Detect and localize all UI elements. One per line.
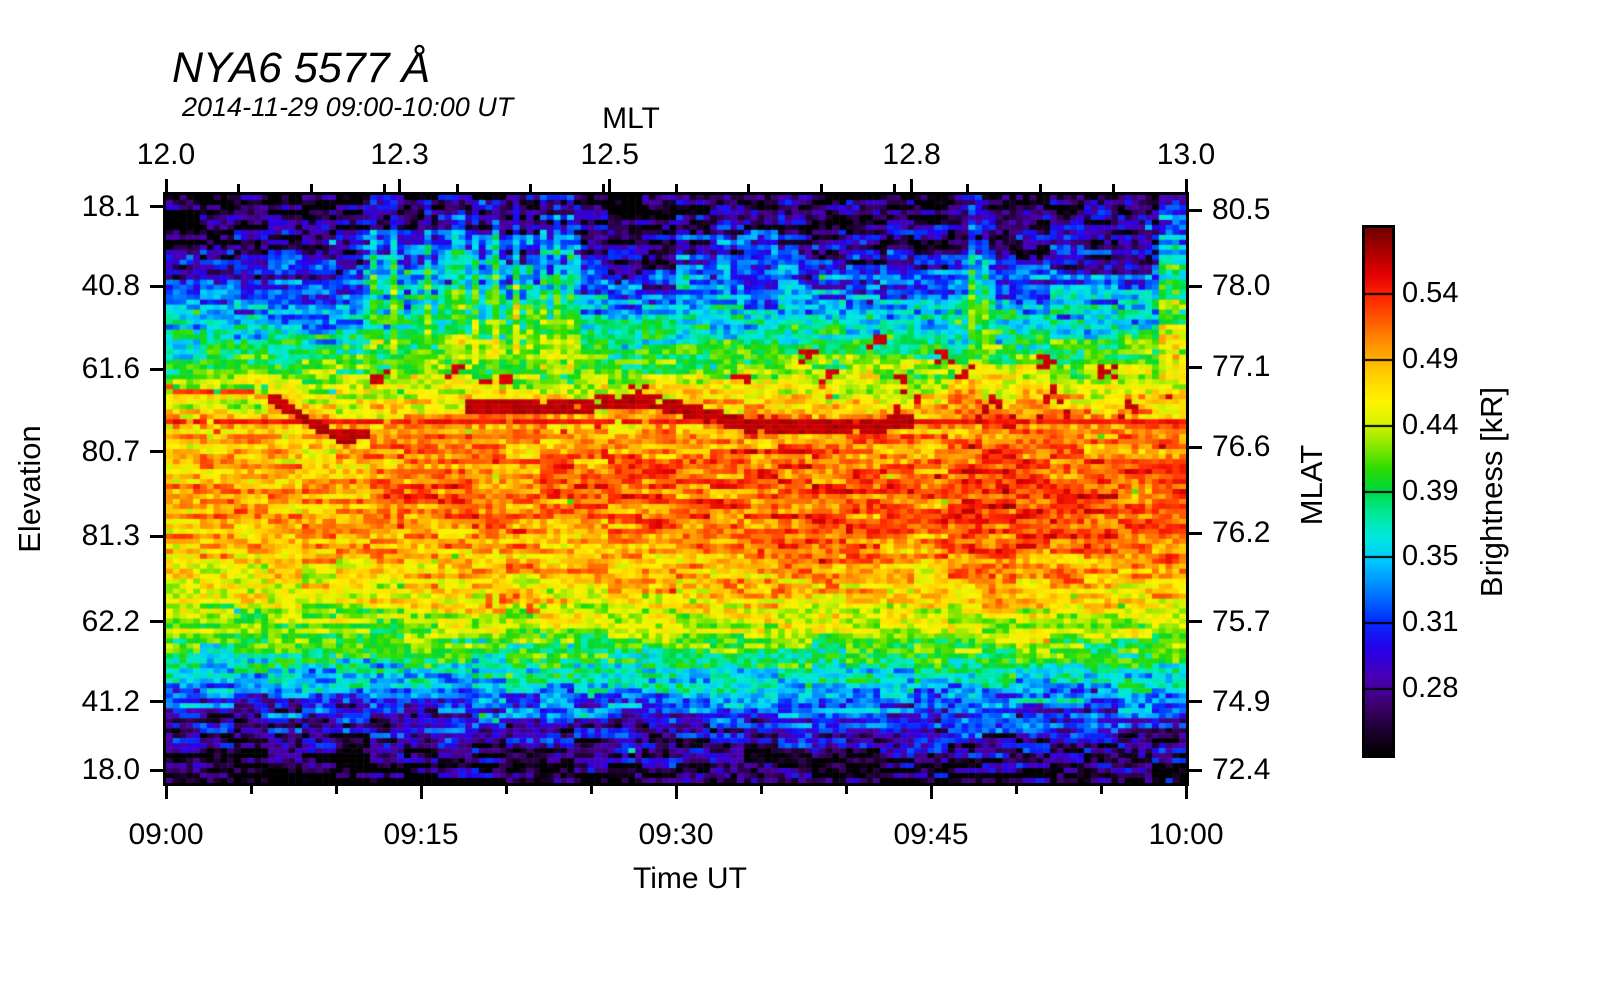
- colorbar-tick-label: 0.44: [1402, 408, 1459, 441]
- right-tick-label: 76.6: [1212, 430, 1271, 464]
- left-tick: [150, 367, 163, 371]
- top-major-tick: [910, 179, 914, 192]
- bottom-tick-label: 09:15: [383, 818, 459, 851]
- right-tick-label: 80.5: [1212, 193, 1271, 227]
- top-minor-tick: [893, 184, 897, 192]
- bottom-major-tick: [1184, 786, 1188, 799]
- right-tick: [1189, 208, 1202, 212]
- colorbar: [1365, 228, 1392, 755]
- bottom-minor-tick: [844, 786, 848, 794]
- top-major-tick: [608, 179, 612, 192]
- bottom-axis-label: Time UT: [633, 862, 747, 895]
- left-tick-label: 62.2: [81, 604, 140, 638]
- colorbar-tick-label: 0.35: [1402, 540, 1459, 573]
- left-tick-label: 81.3: [81, 519, 140, 553]
- left-tick-label: 61.6: [81, 352, 140, 386]
- top-tick-label: 12.5: [580, 138, 639, 171]
- top-minor-tick: [310, 184, 314, 192]
- bottom-tick-label: 09:30: [638, 818, 714, 851]
- right-tick-label: 76.2: [1212, 516, 1271, 550]
- bottom-minor-tick: [1099, 786, 1103, 794]
- top-tick-label: 12.8: [882, 138, 941, 171]
- top-minor-tick: [601, 184, 605, 192]
- left-tick: [150, 450, 163, 454]
- bottom-minor-tick: [249, 786, 253, 794]
- top-major-tick: [1184, 179, 1188, 192]
- top-axis-label: MLT: [602, 102, 660, 135]
- bottom-major-tick: [929, 786, 933, 799]
- right-tick-label: 77.1: [1212, 350, 1271, 384]
- bottom-major-tick: [164, 786, 168, 799]
- top-major-tick: [398, 179, 402, 192]
- top-minor-tick: [1038, 184, 1042, 192]
- keogram-heatmap: [166, 195, 1186, 783]
- left-tick-label: 18.1: [81, 189, 140, 223]
- plot-frame: [163, 192, 1189, 786]
- bottom-minor-tick: [759, 786, 763, 794]
- right-tick-label: 74.9: [1212, 684, 1271, 718]
- top-minor-tick: [528, 184, 532, 192]
- top-minor-tick: [965, 184, 969, 192]
- bottom-minor-tick: [1014, 786, 1018, 794]
- bottom-minor-tick: [334, 786, 338, 794]
- right-tick: [1189, 620, 1202, 624]
- figure-title: NYA6 5577 Å: [172, 44, 431, 92]
- colorbar-tick-label: 0.49: [1402, 342, 1459, 375]
- right-tick: [1189, 284, 1202, 288]
- colorbar-frame: [1362, 225, 1395, 758]
- colorbar-tick-label: 0.39: [1402, 474, 1459, 507]
- top-minor-tick: [383, 184, 387, 192]
- colorbar-tick-label: 0.54: [1402, 276, 1459, 309]
- top-minor-tick: [237, 184, 241, 192]
- left-tick: [150, 700, 163, 704]
- bottom-tick-label: 09:45: [893, 818, 969, 851]
- right-tick: [1189, 445, 1202, 449]
- right-tick: [1189, 531, 1202, 535]
- top-minor-tick: [820, 184, 824, 192]
- left-tick-label: 18.0: [81, 753, 140, 787]
- right-tick: [1189, 700, 1202, 704]
- left-tick: [150, 534, 163, 538]
- left-tick-label: 41.2: [81, 684, 140, 718]
- top-tick-label: 12.0: [136, 138, 196, 171]
- top-minor-tick: [674, 184, 678, 192]
- right-tick-label: 72.4: [1212, 753, 1271, 787]
- left-tick: [150, 284, 163, 288]
- left-tick: [150, 205, 163, 209]
- bottom-major-tick: [419, 786, 423, 799]
- right-tick-label: 78.0: [1212, 269, 1271, 303]
- bottom-tick-label: 10:00: [1148, 818, 1224, 851]
- bottom-tick-label: 09:00: [128, 818, 204, 851]
- right-tick: [1189, 768, 1202, 772]
- right-tick: [1189, 365, 1202, 369]
- colorbar-tick-label: 0.28: [1402, 672, 1459, 705]
- figure-subtitle: 2014-11-29 09:00-10:00 UT: [182, 92, 514, 122]
- bottom-minor-tick: [504, 786, 508, 794]
- top-minor-tick: [455, 184, 459, 192]
- top-minor-tick: [1111, 184, 1115, 192]
- bottom-minor-tick: [589, 786, 593, 794]
- top-tick-label: 13.0: [1156, 138, 1216, 171]
- top-minor-tick: [747, 184, 751, 192]
- right-tick-label: 75.7: [1212, 604, 1271, 638]
- bottom-major-tick: [674, 786, 678, 799]
- left-tick-label: 80.7: [81, 434, 140, 468]
- top-tick-label: 12.3: [370, 138, 429, 171]
- left-tick-label: 40.8: [81, 269, 140, 303]
- left-tick: [150, 620, 163, 624]
- colorbar-tick-label: 0.31: [1402, 606, 1459, 639]
- left-tick: [150, 768, 163, 772]
- top-major-tick: [164, 179, 168, 192]
